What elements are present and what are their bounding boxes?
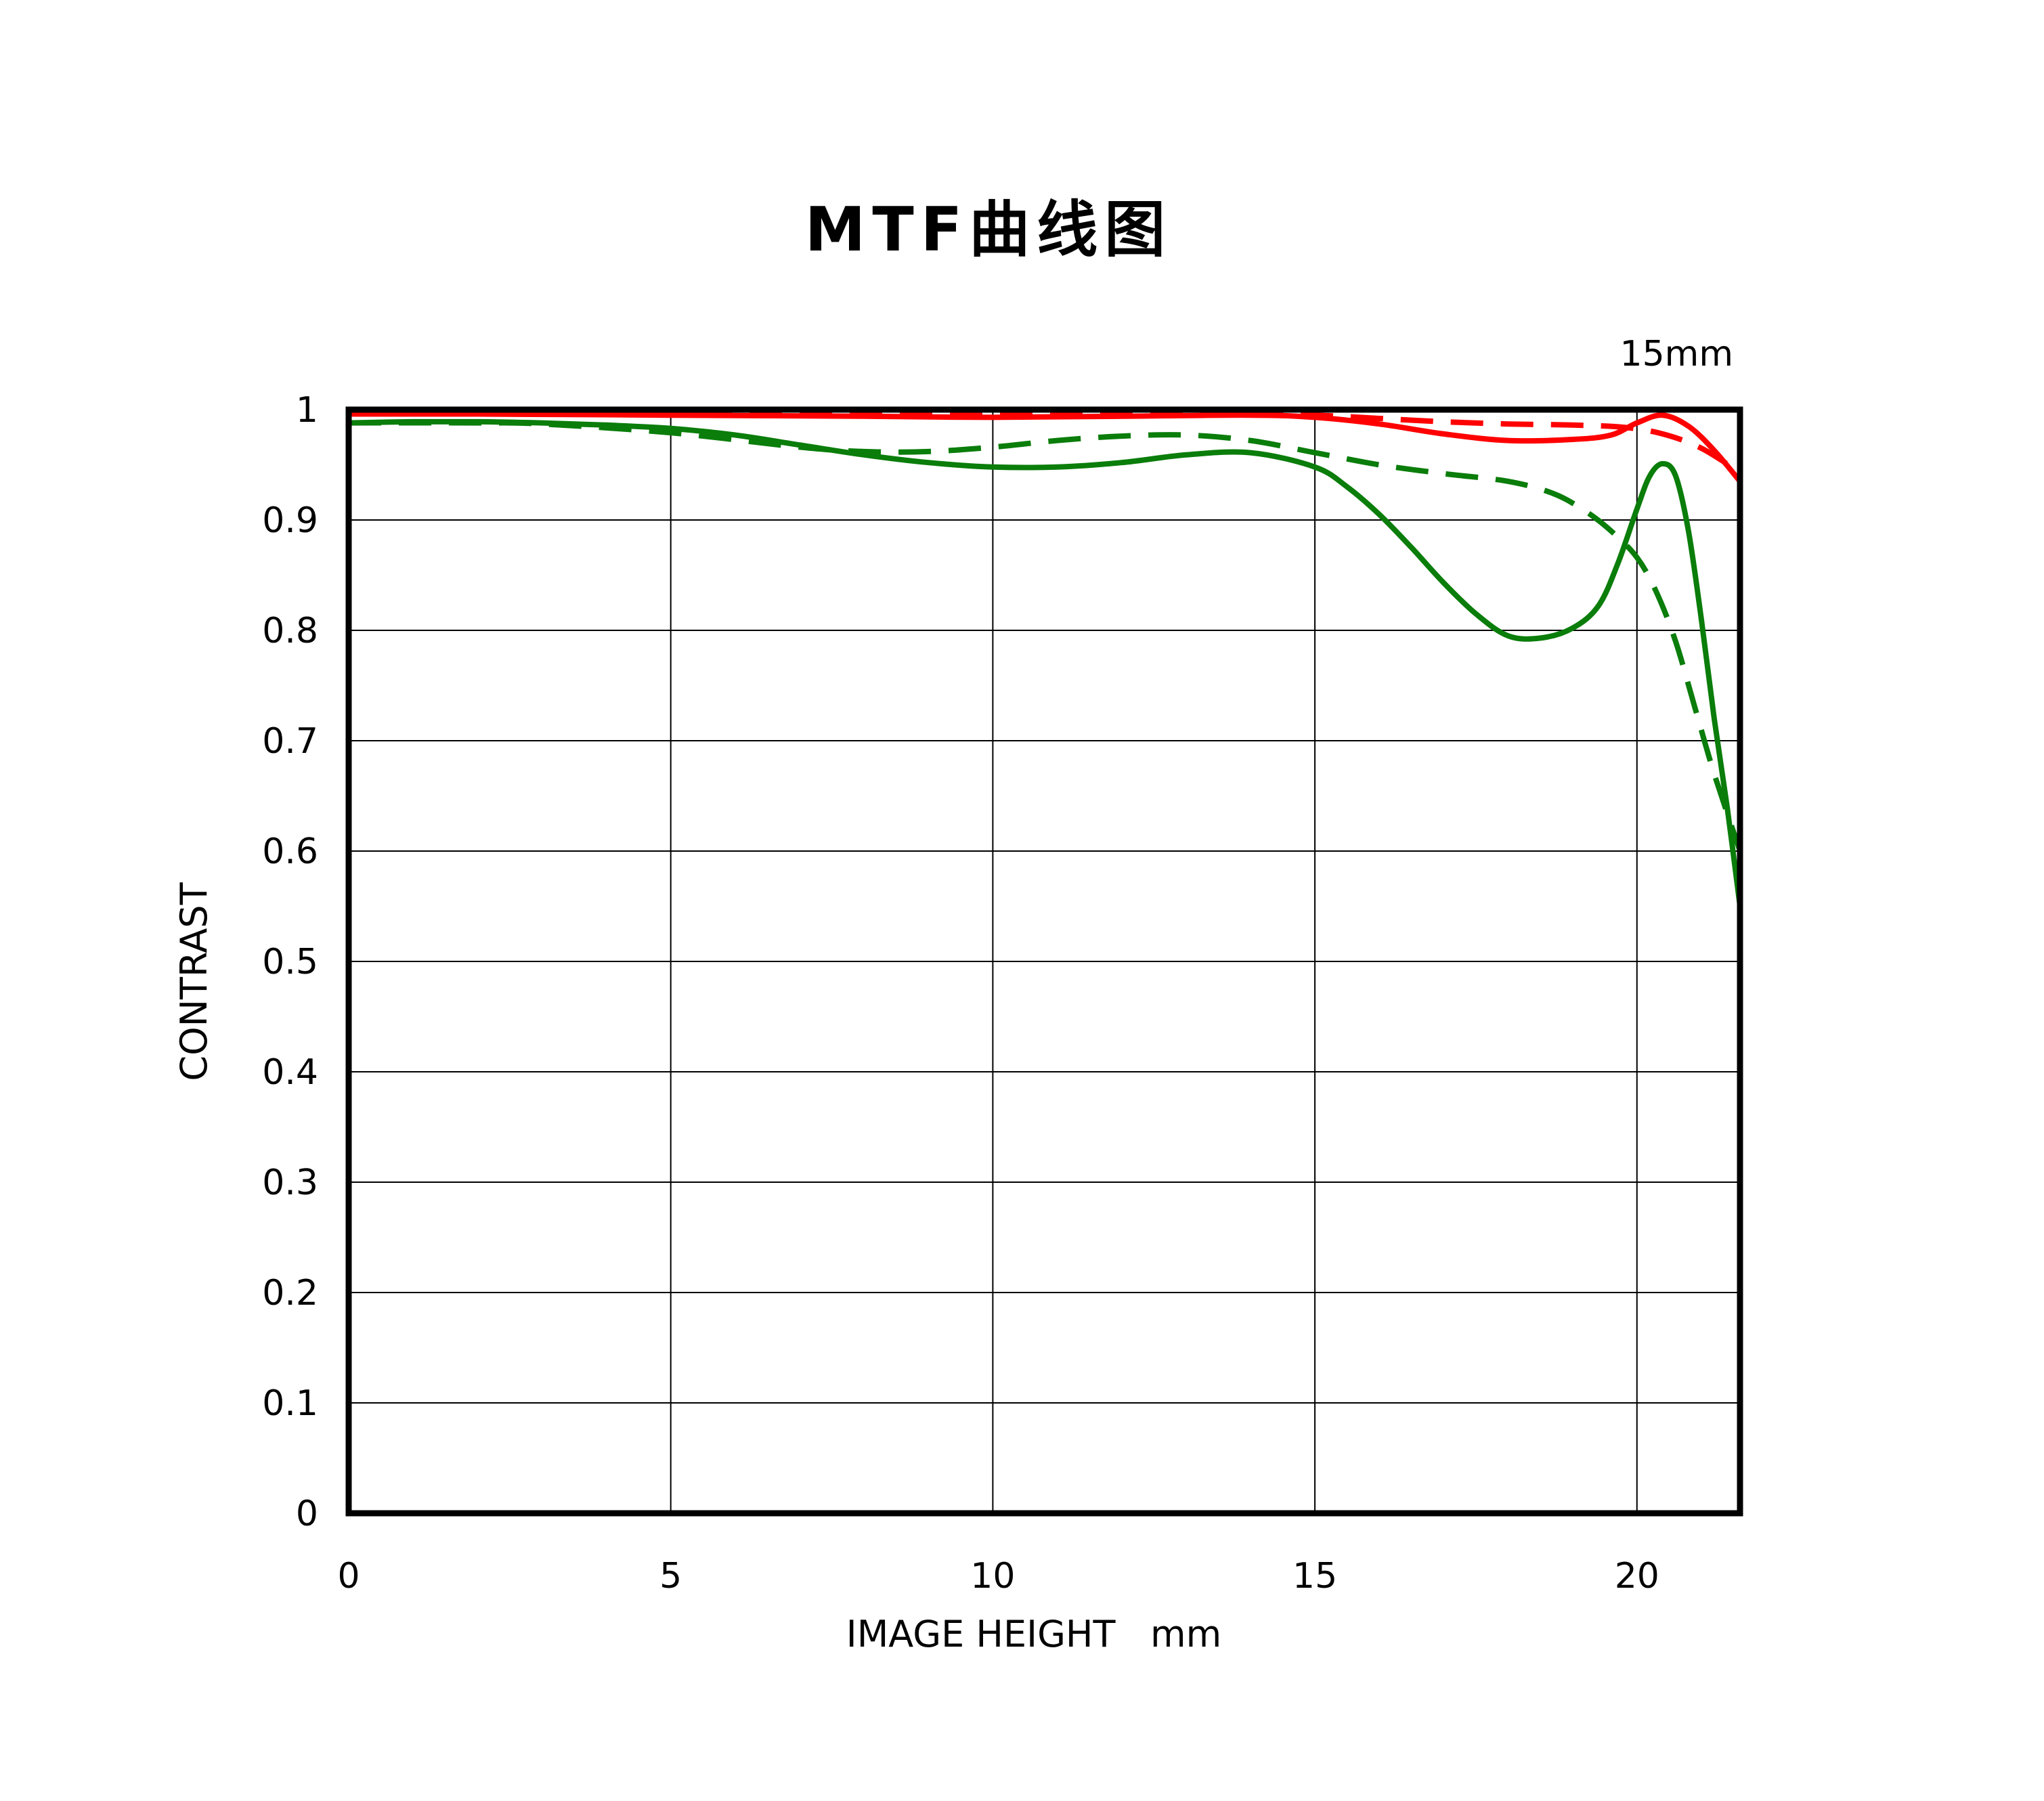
chart-title: MTF曲线图: [805, 194, 1172, 265]
y-axis-title: CONTRAST: [173, 882, 215, 1081]
y-tick-label: 0.8: [262, 611, 318, 651]
y-tick-label: 0.1: [262, 1383, 318, 1424]
series-line-2: [348, 418, 1743, 907]
x-tick-label: 0: [337, 1556, 360, 1597]
x-tick-label: 5: [659, 1556, 682, 1597]
y-tick-label: 1: [296, 390, 318, 431]
series-lines: [348, 411, 1743, 907]
x-tick-label: 15: [1292, 1556, 1337, 1597]
x-tick-label: 10: [970, 1556, 1015, 1597]
y-tick-label: 0.2: [262, 1273, 318, 1314]
y-tick-label: 0.4: [262, 1052, 318, 1093]
y-tick-label: 0.5: [262, 942, 318, 982]
y-tick-label: 0.7: [262, 721, 318, 762]
y-tick-label: 0.9: [262, 500, 318, 541]
y-tick-label: 0.3: [262, 1163, 318, 1203]
x-axis-title: IMAGE HEIGHT mm: [846, 1613, 1221, 1655]
y-tick-labels: 0 0.1 0.2 0.3 0.4 0.5 0.6 0.7 0.8 0.9 1: [262, 390, 318, 1534]
series-line-1: [348, 411, 1742, 475]
series-line-3: [348, 420, 1743, 852]
x-tick-labels: 0 5 10 15 20: [337, 1556, 1659, 1597]
y-tick-label: 0.6: [262, 831, 318, 872]
x-tick-label: 20: [1615, 1556, 1659, 1597]
plot-frame: [345, 406, 1743, 1517]
y-tick-label: 0: [296, 1494, 318, 1534]
focal-length-label: 15mm: [1620, 334, 1733, 374]
